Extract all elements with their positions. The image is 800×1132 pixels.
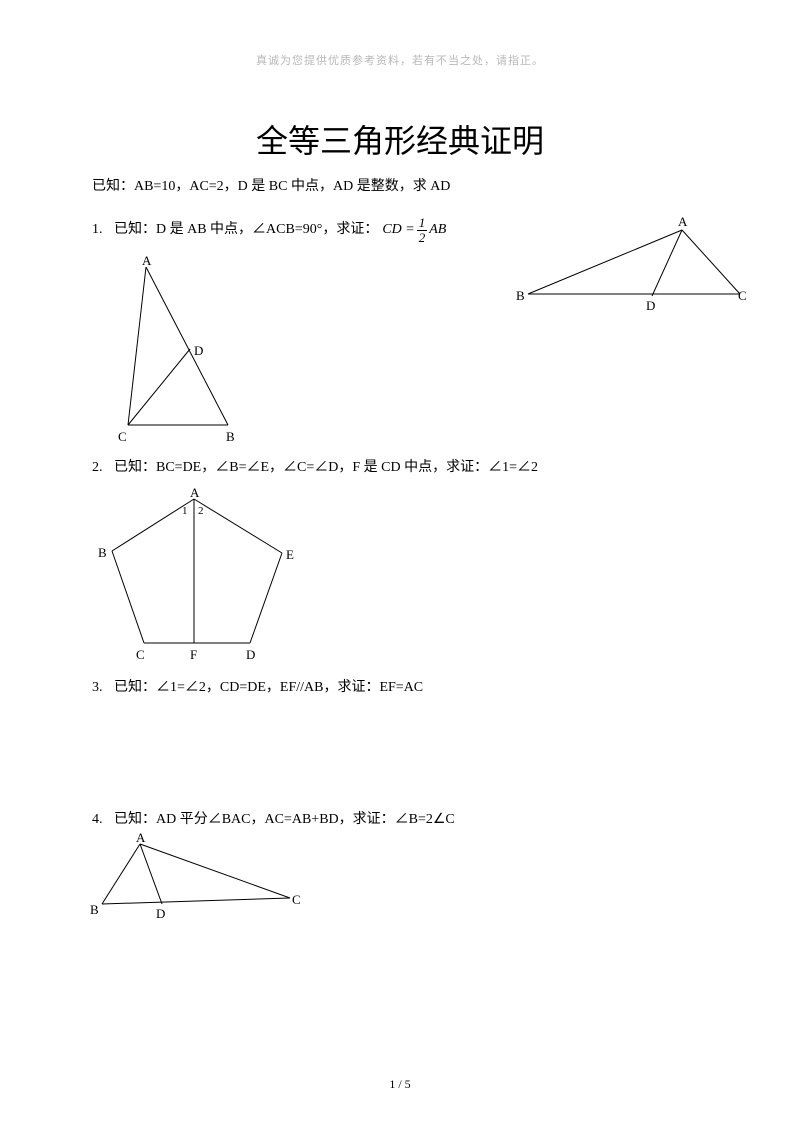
- figure-p2: A 1 2 B E C F D: [102, 493, 302, 663]
- label-d: D: [646, 298, 655, 314]
- problem-3: 3. 已知：∠1=∠2，CD=DE，EF//AB，求证：EF=AC: [92, 677, 708, 699]
- problem-text: 已知：D 是 AB 中点，∠ACB=90°，求证：: [114, 219, 378, 241]
- problem-2: 2. 已知：BC=DE，∠B=∠E，∠C=∠D，F 是 CD 中点，求证：∠1=…: [92, 457, 708, 663]
- fraction: 1 2: [417, 216, 428, 244]
- page-title: 全等三角形经典证明: [0, 116, 800, 162]
- figure-p1: A D C B: [122, 263, 252, 443]
- label-2: 2: [198, 503, 204, 521]
- problem-num: 4.: [92, 809, 114, 831]
- intro-text: 已知：AB=10，AC=2，D 是 BC 中点，AD 是整数，求 AD: [92, 176, 708, 198]
- label-b: B: [90, 900, 99, 921]
- label-e: E: [286, 545, 294, 566]
- label-b: B: [98, 543, 107, 564]
- formula-prefix: CD =: [382, 219, 414, 241]
- problem-text: 已知：BC=DE，∠B=∠E，∠C=∠D，F 是 CD 中点，求证：∠1=∠2: [114, 457, 538, 479]
- header-note: 真诚为您提供优质参考资料，若有不当之处，请指正。: [0, 0, 800, 68]
- figure-p4: A B D C: [96, 838, 296, 922]
- denominator: 2: [417, 231, 428, 245]
- label-b: B: [516, 288, 525, 304]
- label-d: D: [194, 341, 203, 362]
- label-c: C: [292, 890, 301, 911]
- problem-num: 3.: [92, 677, 114, 699]
- problem-4: 4. 已知：AD 平分∠BAC，AC=AB+BD，求证：∠B=2∠C A B D…: [92, 809, 708, 921]
- page-number: 1 / 5: [0, 1077, 800, 1092]
- label-a: A: [678, 214, 687, 230]
- label-c: C: [738, 288, 747, 304]
- label-c: C: [136, 645, 145, 666]
- label-d: D: [246, 645, 255, 666]
- numerator: 1: [417, 216, 428, 231]
- label-c: C: [118, 427, 127, 448]
- problem-text: 已知：∠1=∠2，CD=DE，EF//AB，求证：EF=AC: [114, 677, 423, 699]
- problem-num: 1.: [92, 219, 114, 241]
- label-a: A: [142, 251, 151, 272]
- problem-text: 已知：AD 平分∠BAC，AC=AB+BD，求证：∠B=2∠C: [114, 809, 455, 831]
- label-d: D: [156, 904, 165, 925]
- label-b: B: [226, 427, 235, 448]
- problem-num: 2.: [92, 457, 114, 479]
- figure-intro: A B D C: [524, 226, 744, 316]
- formula-suffix: AB: [429, 219, 446, 241]
- label-a: A: [136, 828, 145, 849]
- label-a: A: [190, 483, 199, 504]
- label-1: 1: [182, 503, 188, 521]
- label-f: F: [190, 645, 197, 666]
